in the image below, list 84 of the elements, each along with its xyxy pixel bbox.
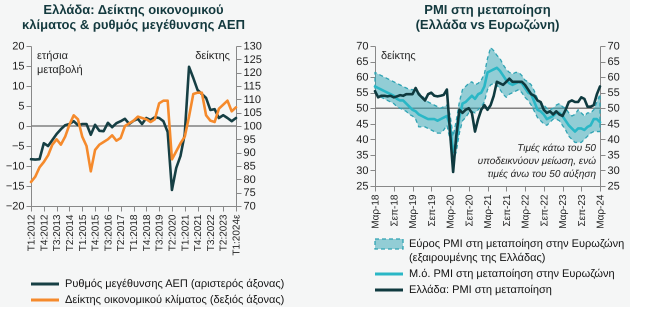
- y-tick-label: −5: [12, 140, 24, 152]
- y2-tick-label: 25: [608, 180, 620, 192]
- x-tick-label: T4:2018: [142, 214, 153, 252]
- y-tick-label: 70: [356, 40, 368, 52]
- y2-tick-label: 90: [244, 147, 256, 160]
- y2-tick-label: 70: [608, 40, 620, 52]
- y2-tick-label: 40: [608, 134, 620, 146]
- legend-label: Δείκτης οικονομικού κλίματος (δεξιός άξονας): [65, 294, 284, 306]
- y2-tick-label: 80: [244, 174, 256, 186]
- y-tick-label: 45: [356, 118, 368, 130]
- y2-tick-label: 45: [608, 118, 620, 130]
- y2-tick-label: 35: [608, 149, 620, 162]
- x-tick-label: Σεπ-20: [464, 194, 476, 226]
- y-tick-label: 10: [12, 80, 24, 92]
- legend-label: Εύρος PMI στη μεταποίηση στην Ευρωζώνη (εξαιρουμένης της Ελλάδας): [409, 238, 624, 264]
- y-tick-label: 0: [18, 120, 24, 132]
- x-tick-label: T3:2016: [103, 214, 114, 252]
- y2-tick-label: 110: [244, 94, 262, 106]
- x-tick-label: Σεπ-23: [576, 194, 588, 226]
- x-tick-label: T4:2021: [193, 214, 204, 252]
- y2-tick-label: 85: [244, 160, 256, 172]
- x-tick-label: Μαρ-21: [483, 194, 494, 229]
- y-tick-label: 60: [356, 72, 368, 84]
- y-axis-title: δείκτης: [381, 50, 416, 62]
- x-tick-label: T1:2015: [78, 214, 89, 252]
- x-tick-label: T1:2024ε: [232, 214, 242, 256]
- y2-tick-label: 95: [244, 134, 256, 146]
- y2-tick-label: 65: [608, 56, 620, 68]
- y2-tick-label: 130: [244, 40, 262, 52]
- y-tick-label: 30: [356, 164, 368, 177]
- annotation: Τιμές κάτω του 50 υποδεικνύουν μείωση, ενώ τιμές άνω του 50 αύξηση: [478, 143, 596, 180]
- x-tick-label: T3:2019: [154, 214, 166, 252]
- y2-tick-label: 115: [244, 80, 262, 92]
- y-tick-label: 25: [356, 180, 368, 192]
- y-tick-label: −10: [6, 160, 24, 172]
- y-tick-label: −15: [6, 180, 24, 192]
- x-tick-label: Μαρ-18: [370, 194, 382, 229]
- line-series: [30, 91, 238, 184]
- y2-tick-label: 75: [244, 187, 256, 200]
- chart-title: Ελλάδα: Δείκτης οικονομικού κλίματος & ρυθμός μεγέθυνσης ΑΕΠ: [22, 2, 245, 32]
- y-tick-label: 65: [356, 56, 368, 68]
- x-tick-label: T2:2017: [116, 214, 128, 252]
- x-tick-label: T4:2012: [39, 214, 50, 252]
- y-tick-label: 15: [12, 60, 24, 72]
- x-tick-label: Σεπ-19: [426, 194, 438, 226]
- x-tick-label: T2:2020: [167, 214, 178, 252]
- x-tick-label: Μαρ-22: [520, 194, 532, 229]
- chart-title: PMI στη μεταποίηση (Ελλάδα vs Ευρωζώνη): [416, 2, 560, 32]
- x-tick-label: Μαρ-23: [558, 194, 569, 229]
- y2-tick-label: 30: [608, 164, 620, 177]
- y-tick-label: −20: [6, 200, 24, 212]
- x-tick-label: Σεπ-18: [389, 194, 400, 226]
- x-tick-label: Μαρ-24: [596, 194, 606, 229]
- y-tick-label: 55: [356, 87, 368, 100]
- x-tick-label: T3:2022: [206, 214, 217, 252]
- x-tick-label: Μαρ-19: [408, 194, 419, 229]
- y2-tick-label: 105: [244, 107, 262, 120]
- y2-tick-label: 55: [608, 87, 620, 100]
- legend-label: Ελλάδα: PMI στη μεταποίηση: [409, 284, 552, 296]
- x-tick-label: Σεπ-22: [539, 194, 550, 226]
- y2-tick-label: 60: [608, 72, 620, 84]
- x-tick-label: T3:2013: [52, 214, 64, 252]
- y-tick-label: 20: [12, 40, 24, 52]
- x-tick-label: T1:2018: [129, 214, 140, 252]
- x-tick-label: T2:2023: [218, 214, 230, 252]
- y2-tick-label: 50: [608, 102, 620, 115]
- y-tick-label: 35: [356, 149, 368, 162]
- y2-tick-label: 120: [244, 67, 262, 80]
- legend-label: Μ.ό. PMI στη μεταποίηση στην Ευρωζώνη: [409, 268, 615, 280]
- y2-tick-label: 125: [244, 54, 262, 66]
- y-tick-label: 50: [356, 102, 368, 115]
- y-tick-label: 5: [18, 100, 24, 112]
- legend-label: Ρυθμός μεγέθυνσης ΑΕΠ (αριστερός άξονας): [65, 278, 284, 290]
- x-tick-label: T4:2015: [90, 214, 102, 252]
- x-tick-label: T1:2012: [26, 214, 38, 252]
- y-tick-label: 40: [356, 134, 368, 146]
- y2-axis-title: δείκτης: [195, 50, 230, 62]
- y-axis-title: ετήσια μεταβολή: [37, 50, 83, 76]
- x-tick-label: Μαρ-20: [446, 194, 456, 229]
- x-tick-label: T1:2021: [180, 214, 192, 252]
- x-tick-label: Σεπ-21: [502, 194, 513, 226]
- y2-tick-label: 100: [244, 120, 262, 132]
- x-tick-label: T2:2014: [64, 214, 76, 252]
- y2-tick-label: 70: [244, 200, 256, 212]
